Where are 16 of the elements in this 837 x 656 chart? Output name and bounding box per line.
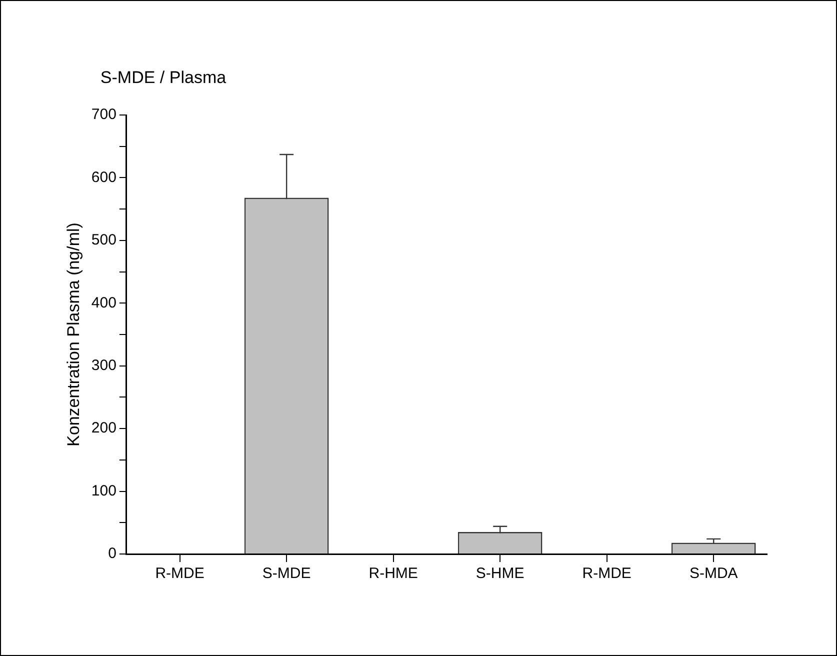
x-tick-label: S-HME [476,565,524,582]
chart-title: S-MDE / Plasma [100,68,227,87]
y-tick-label: 100 [91,482,116,500]
y-tick-label: 400 [91,294,116,312]
y-tick-label: 700 [91,106,116,124]
y-tick-label: 0 [108,545,116,562]
y-axis-title: Konzentration Plasma (ng/ml) [64,222,83,446]
y-tick-label: 300 [91,357,116,374]
x-tick-label: S-MDA [689,565,738,582]
x-tick-label: S-MDE [262,565,311,582]
x-tick-label: R-HME [368,565,418,582]
x-tick-label: R-MDE [582,565,632,582]
y-tick-label: 500 [91,232,116,249]
x-tick-label: R-MDE [155,565,204,582]
y-tick-label: 600 [91,168,116,186]
y-tick-label: 200 [91,420,116,437]
